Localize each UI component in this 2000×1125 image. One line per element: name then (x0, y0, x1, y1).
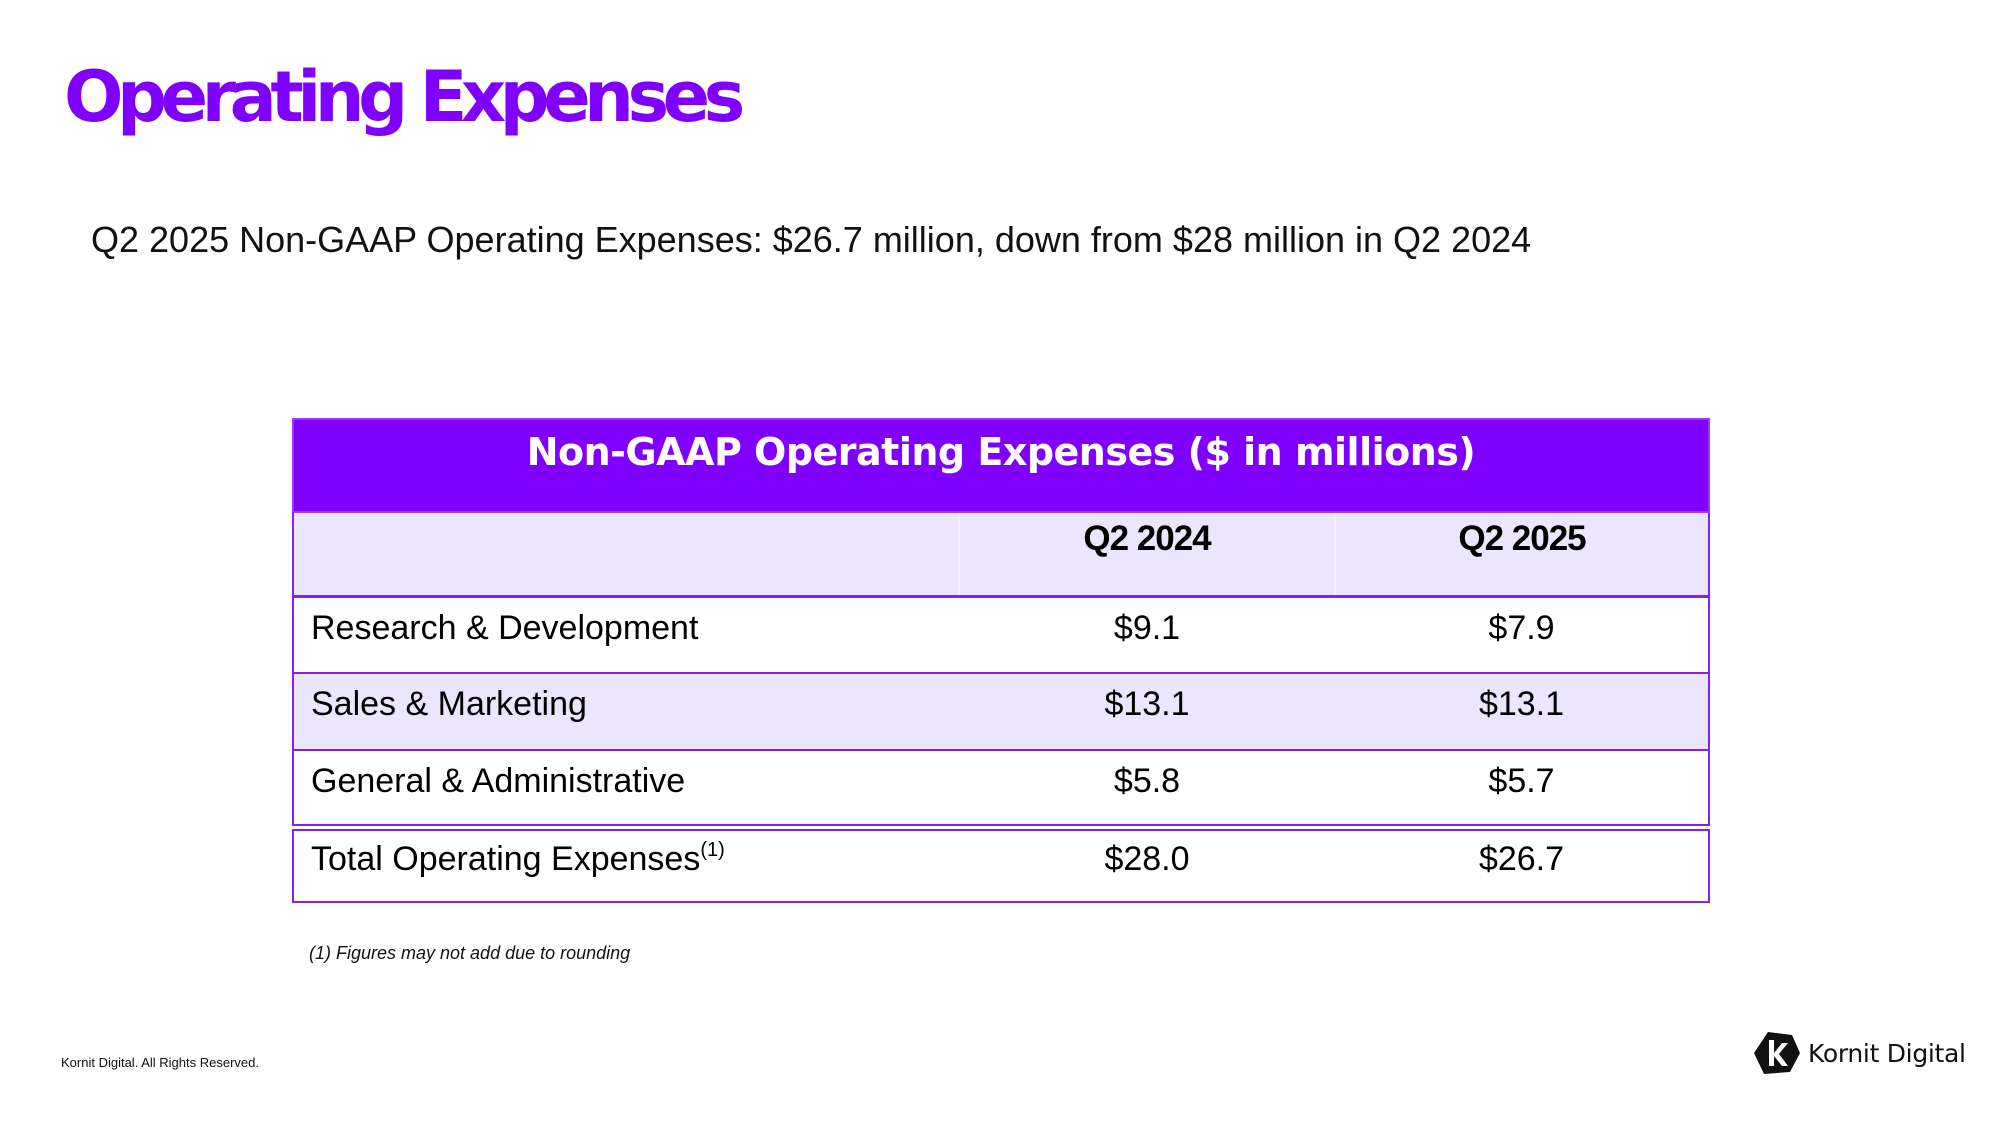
logo-text: Kornit Digital (1808, 1038, 1966, 1068)
table-row: General & Administrative $5.8 $5.7 (292, 750, 1710, 831)
copyright-text: Kornit Digital. All Rights Reserved. (61, 1055, 259, 1070)
table-banner-title: Non-GAAP Operating Expenses ($ in millio… (292, 418, 1710, 513)
row-label: General & Administrative (292, 750, 959, 831)
row-label: Research & Development (292, 596, 959, 674)
total-row: Total Operating Expenses(1) $28.0 $26.7 (292, 827, 1710, 903)
column-header-row: Q2 2024 Q2 2025 (292, 512, 1710, 598)
total-value-q2-2024: $28.0 (959, 827, 1335, 903)
page-subtitle: Q2 2025 Non-GAAP Operating Expenses: $26… (91, 219, 1532, 260)
kornit-k-hexagon-icon (1754, 1032, 1800, 1074)
opex-table-container: Non-GAAP Operating Expenses ($ in millio… (292, 418, 1710, 903)
column-header-q2-2025: Q2 2025 (1334, 512, 1710, 598)
row-value-q2-2025: $5.7 (1335, 750, 1710, 831)
total-label: Total Operating Expenses (311, 839, 701, 878)
total-label-cell: Total Operating Expenses(1) (292, 827, 959, 903)
table-row: Research & Development $9.1 $7.9 (292, 596, 1710, 674)
row-label: Sales & Marketing (292, 673, 959, 751)
opex-table: Non-GAAP Operating Expenses ($ in millio… (292, 418, 1710, 903)
page-title: Operating Expenses (64, 56, 745, 138)
company-logo: Kornit Digital (1754, 1031, 1966, 1075)
row-value-q2-2025: $13.1 (1335, 673, 1710, 751)
table-row: Sales & Marketing $13.1 $13.1 (292, 673, 1710, 751)
row-value-q2-2025: $7.9 (1335, 596, 1710, 674)
row-value-q2-2024: $13.1 (959, 673, 1335, 751)
footnote: (1) Figures may not add due to rounding (309, 943, 631, 963)
total-value-q2-2025: $26.7 (1335, 827, 1710, 903)
column-header-q2-2024: Q2 2024 (958, 512, 1335, 598)
column-header-label (292, 512, 959, 598)
row-value-q2-2024: $5.8 (959, 750, 1335, 831)
table-banner-row: Non-GAAP Operating Expenses ($ in millio… (292, 418, 1710, 513)
row-value-q2-2024: $9.1 (959, 596, 1335, 674)
footnote-marker: (1) (700, 838, 725, 861)
